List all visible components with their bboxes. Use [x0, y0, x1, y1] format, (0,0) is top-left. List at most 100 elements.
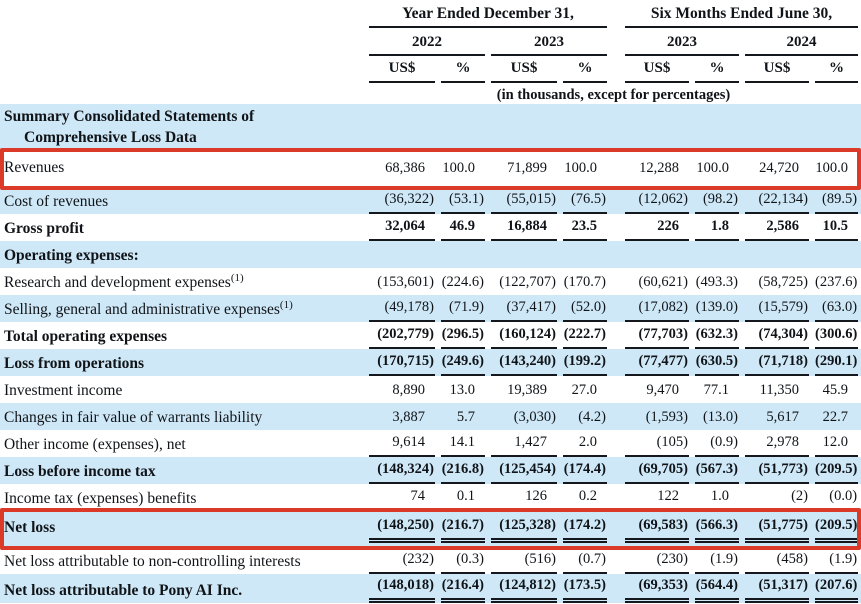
row-label: Net loss	[4, 519, 56, 537]
value-cell: 23.5	[560, 214, 610, 241]
value-cell: (71.9)	[438, 295, 488, 322]
cell-value: (222.7)	[563, 323, 608, 349]
row-label: Total operating expenses	[4, 327, 168, 345]
value-cell: (630.5)	[692, 349, 742, 376]
value-cell: 11,350	[742, 376, 812, 403]
cell-value: (148,250)	[369, 514, 435, 544]
cell-value: (153,601)	[377, 274, 434, 290]
value-cell: 74	[366, 484, 438, 511]
row-label: Research and development expenses(1)	[4, 271, 244, 291]
value-cell: 12,288	[622, 151, 692, 187]
cell-value: (202,779)	[369, 323, 435, 349]
unit-header-row: US$ % US$ % US$ % US$ %	[0, 56, 861, 83]
cell-value: 12,288	[639, 159, 680, 176]
value-cell: (51,317)	[742, 574, 812, 603]
cell-value	[369, 258, 435, 268]
value-cell	[488, 241, 560, 268]
value-cell: (143,240)	[488, 349, 560, 376]
value-cell: (13.0)	[692, 403, 742, 430]
column-gap	[610, 295, 622, 322]
value-cell: (174.2)	[560, 511, 610, 547]
header-spacer	[0, 56, 366, 83]
table-row: Net loss (148,250) (216.7) (125,328) (174.2)…	[0, 510, 861, 547]
value-cell: (51,773)	[742, 457, 812, 484]
value-cell: 3,887	[366, 403, 438, 430]
unit-cell: %	[692, 56, 742, 83]
value-cell: (516)	[488, 547, 560, 574]
value-cell: 16,884	[488, 214, 560, 241]
cell-value: (296.5)	[441, 323, 485, 349]
cell-value: 2,586	[745, 215, 810, 241]
column-gap	[610, 28, 622, 56]
value-cell: 126	[488, 484, 560, 511]
cell-value: (53.1)	[441, 188, 485, 214]
value-cell	[366, 241, 438, 268]
cell-value: (249.6)	[441, 350, 485, 376]
section-title-line2: Comprehensive Loss Data	[24, 128, 197, 146]
value-cell: (290.1)	[812, 349, 861, 376]
period-group-header-row: Year Ended December 31, Six Months Ended…	[0, 0, 861, 28]
unit-cell: US$	[488, 56, 560, 83]
column-gap	[610, 56, 622, 83]
cell-value: (224.6)	[441, 274, 484, 290]
cell-value: (71.9)	[441, 296, 485, 322]
row-label: Cost of revenues	[4, 192, 109, 210]
value-cell: (160,124)	[488, 322, 560, 349]
footnote-marker: (1)	[279, 298, 293, 311]
cell-value: 1,427	[491, 431, 557, 457]
value-cell: (209.5)	[812, 511, 861, 547]
value-cell: (69,583)	[622, 511, 692, 547]
section-title: Summary Consolidated Statements of Compr…	[4, 104, 363, 151]
cell-value: 16,884	[491, 215, 557, 241]
row-label-cell: Selling, general and administrative expe…	[0, 295, 366, 322]
row-label-cell: Income tax (expenses) benefits	[0, 484, 366, 511]
value-cell: (53.1)	[438, 187, 488, 214]
column-gap	[610, 457, 622, 484]
table-row: Loss from operations (170,715) (249.6) (143…	[0, 348, 861, 376]
cell-value: (170,715)	[369, 350, 435, 376]
cell-value: (232)	[369, 548, 435, 574]
row-label-cell: Gross profit	[0, 214, 366, 241]
cell-value: 1.0	[695, 485, 740, 511]
value-cell: (173.5)	[560, 574, 610, 603]
value-cell: (0.7)	[560, 547, 610, 574]
column-gap	[610, 403, 622, 430]
value-cell: 77.1	[692, 376, 742, 403]
column-gap	[610, 547, 622, 574]
percent-unit-label: %	[563, 60, 608, 83]
year-label: 2022	[369, 34, 485, 56]
cell-value: (0.7)	[563, 548, 608, 574]
row-label: Gross profit	[4, 219, 84, 237]
unit-cell: %	[560, 56, 610, 83]
cell-value: (199.2)	[563, 350, 608, 376]
value-cell: 100.0	[692, 151, 742, 187]
value-cell: 2,978	[742, 430, 812, 457]
value-cell: (148,250)	[366, 511, 438, 547]
value-cell: 1.8	[692, 214, 742, 241]
cell-value: (1,593)	[645, 409, 689, 425]
value-cell: 0.2	[560, 484, 610, 511]
cell-value: (17,082)	[625, 296, 690, 322]
year-header-row: 2022 2023 2023 2024	[0, 28, 861, 56]
cell-value: 100.0	[442, 159, 475, 176]
cell-value: 9,614	[369, 431, 435, 457]
value-cell: (37,417)	[488, 295, 560, 322]
row-label-cell: Investment income	[0, 376, 366, 403]
value-cell: 122	[622, 484, 692, 511]
cell-value: 100.0	[696, 159, 730, 176]
cell-value: 2,978	[745, 431, 810, 457]
cell-value: (458)	[745, 548, 810, 574]
value-cell	[742, 241, 812, 268]
year-cell: 2023	[622, 28, 742, 56]
cell-value: 71,899	[507, 159, 547, 176]
value-cell: (58,725)	[742, 268, 812, 295]
value-cell: (77,703)	[622, 322, 692, 349]
cell-value: (174.4)	[563, 458, 608, 484]
value-cell: 45.9	[812, 376, 861, 403]
value-cell: (2)	[742, 484, 812, 511]
table-row: Net loss attributable to Pony AI Inc. (14…	[0, 573, 861, 603]
units-note-cell: (in thousands, except for percentages)	[366, 83, 861, 104]
section-title-cell: Summary Consolidated Statements of Compr…	[0, 104, 366, 151]
value-cell: (60,621)	[622, 268, 692, 295]
unit-cell: US$	[742, 56, 812, 83]
